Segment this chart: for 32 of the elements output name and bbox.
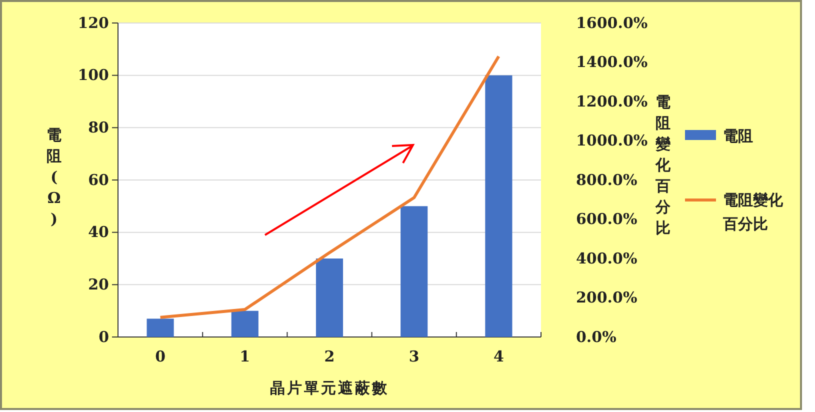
x-tick-label: 3 xyxy=(408,348,420,366)
bar xyxy=(231,310,258,337)
y2-tick-label: 800.0% xyxy=(576,170,638,189)
bar xyxy=(400,206,428,337)
y-tick-label: 0 xyxy=(98,328,109,346)
y-tick-label: 40 xyxy=(88,223,109,242)
line-series xyxy=(158,54,500,319)
y2-tick-label: 1600.0% xyxy=(576,14,648,32)
y2-tick-label: 1200.0% xyxy=(576,92,648,110)
y-tick-label: 60 xyxy=(88,170,109,189)
y2-tick-label: 1000.0% xyxy=(576,132,648,150)
legend-label: 電阻 xyxy=(723,127,753,145)
y-tick-label: 120 xyxy=(78,14,109,32)
y2-tick-label: 0.0% xyxy=(576,328,616,346)
y2-axis-title: 電阻變化百分比 xyxy=(654,93,672,237)
y2-tick-label: 400.0% xyxy=(576,249,638,268)
y-tick-label: 20 xyxy=(88,275,109,294)
y-tick-label: 100 xyxy=(78,66,109,84)
legend-label: 電阻變化百分比 xyxy=(722,191,784,233)
x-tick-label: 0 xyxy=(155,348,166,366)
bar xyxy=(146,318,174,337)
y-axis-title: 電阻(Ω) xyxy=(46,126,62,228)
x-axis-title: 晶片單元遮蔽數 xyxy=(270,379,389,397)
x-tick-label: 2 xyxy=(324,348,335,366)
y2-tick-label: 600.0% xyxy=(576,210,638,228)
x-tick-label: 1 xyxy=(240,348,250,366)
bar xyxy=(316,258,344,337)
x-tick-label: 4 xyxy=(493,348,504,366)
bar xyxy=(485,75,512,337)
y2-tick-label: 1400.0% xyxy=(576,53,648,72)
y2-tick-label: 200.0% xyxy=(576,288,638,307)
y-tick-label: 80 xyxy=(88,118,109,136)
